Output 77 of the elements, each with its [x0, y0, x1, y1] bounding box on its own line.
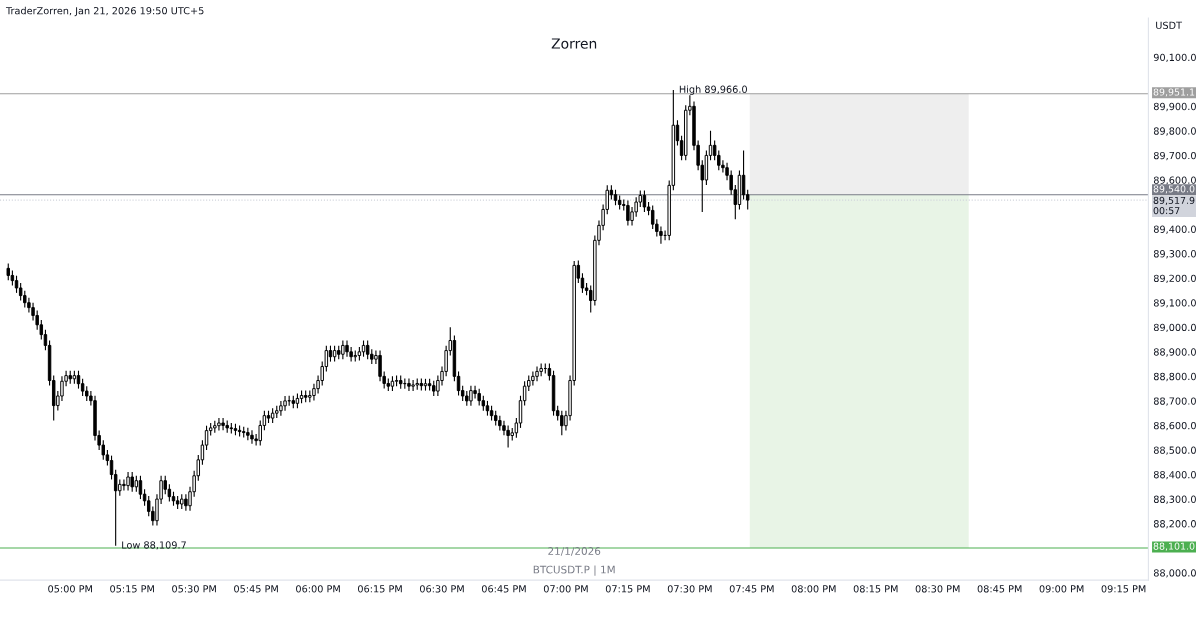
candlestick [130, 471, 134, 493]
y-tick-label: 88,700.0 [1153, 397, 1196, 406]
text: TraderZorren, Jan 21, 2026 19:50 UTC+5 [5, 6, 204, 17]
y-tick-label: 88,600.0 [1153, 421, 1196, 431]
x-tick-label: 06:30 PM [419, 585, 464, 593]
candlestick [642, 189, 647, 213]
candlestick [717, 149, 721, 171]
candlestick [365, 339, 370, 360]
candlestick [407, 378, 411, 392]
x-tick-label: 06:15 PM [358, 585, 402, 593]
y-tick-label: 89,200.0 [1153, 274, 1196, 283]
x-tick-label: 05:15 PM [110, 585, 154, 593]
candlestick [258, 419, 262, 447]
y-tick-label: 88,900.0 [1153, 348, 1196, 357]
ref-line-label: 88,101.0 [1153, 542, 1195, 551]
candlestick [138, 475, 143, 500]
y-tick-label: 88,200.0 [1153, 520, 1196, 529]
candlestick [250, 429, 254, 445]
annotation: BTCUSDT.P | 1M [533, 565, 615, 576]
y-tick-label: 89,400.0 [1153, 225, 1196, 234]
y-tick-label: 89,000.0 [1153, 323, 1196, 333]
text: Zorren [551, 38, 597, 49]
candlestick [217, 417, 221, 432]
candlestick [279, 400, 283, 417]
candlestick [246, 427, 250, 441]
y-tick-label: 89,700.0 [1153, 151, 1196, 161]
candlestick [531, 370, 535, 386]
y-tick-label: 89,900.0 [1153, 102, 1196, 112]
y-tick-label: 89,600.0 [1153, 176, 1196, 185]
annotation: High 89,966.0 [679, 85, 747, 95]
y-tick-label: 88,400.0 [1153, 471, 1196, 480]
candlestick [60, 375, 64, 402]
candlestick [506, 424, 510, 449]
x-tick-label: 09:15 PM [1101, 585, 1146, 593]
candlestick [411, 379, 415, 392]
x-tick-label: 08:15 PM [853, 585, 898, 593]
candlestick [535, 365, 539, 382]
candlestick [126, 471, 130, 492]
candlestick [473, 385, 477, 400]
candlestick [345, 339, 349, 358]
y-axis-title: USDT [1156, 21, 1183, 29]
candlestick [626, 200, 630, 226]
y-tick-label: 88,500.0 [1153, 446, 1196, 455]
x-tick-label: 09:00 PM [1039, 585, 1084, 593]
ref-line-label: 89,540.0 [1153, 185, 1195, 194]
y-tick-label: 88,300.0 [1153, 495, 1196, 504]
x-tick-label: 05:30 PM [172, 585, 216, 593]
x-tick-label: 08:45 PM [977, 585, 1022, 593]
y-tick-label: 90,100.0 [1153, 53, 1196, 63]
x-tick-label: 08:00 PM [791, 585, 836, 593]
candlestick [659, 226, 663, 245]
y-tick-label: 89,100.0 [1153, 299, 1196, 308]
x-tick-label: 07:30 PM [667, 585, 712, 593]
ref-line-label: 89,951.1 [1153, 88, 1195, 97]
x-tick-label: 08:30 PM [915, 585, 960, 593]
y-tick-label: 89,800.0 [1153, 127, 1196, 136]
x-tick-label: 06:00 PM [296, 585, 340, 593]
x-tick-label: 07:45 PM [729, 585, 774, 593]
ref-line-label: 89,517.9 00:57 [1153, 196, 1195, 215]
x-tick-label: 06:45 PM [481, 585, 526, 593]
x-tick-label: 07:15 PM [605, 585, 650, 593]
x-tick-label: 07:00 PM [543, 585, 588, 593]
annotation: 21/1/2026 [548, 547, 601, 556]
y-tick-label: 88,800.0 [1153, 372, 1196, 382]
candlestick [341, 339, 345, 360]
candlestick [378, 350, 382, 382]
candlestick [560, 410, 564, 436]
y-tick-label: 88,000.0 [1153, 569, 1196, 578]
x-tick-label: 05:45 PM [234, 585, 278, 593]
candlestick [469, 385, 473, 407]
annotation: Low 88,109.7 [122, 541, 186, 550]
candlestick [283, 395, 287, 412]
candlestick [221, 417, 225, 431]
y-tick-label: 89,300.0 [1153, 250, 1196, 259]
candlestick [184, 493, 188, 512]
x-tick-label: 05:00 PM [48, 585, 92, 593]
candlestick [122, 478, 126, 492]
